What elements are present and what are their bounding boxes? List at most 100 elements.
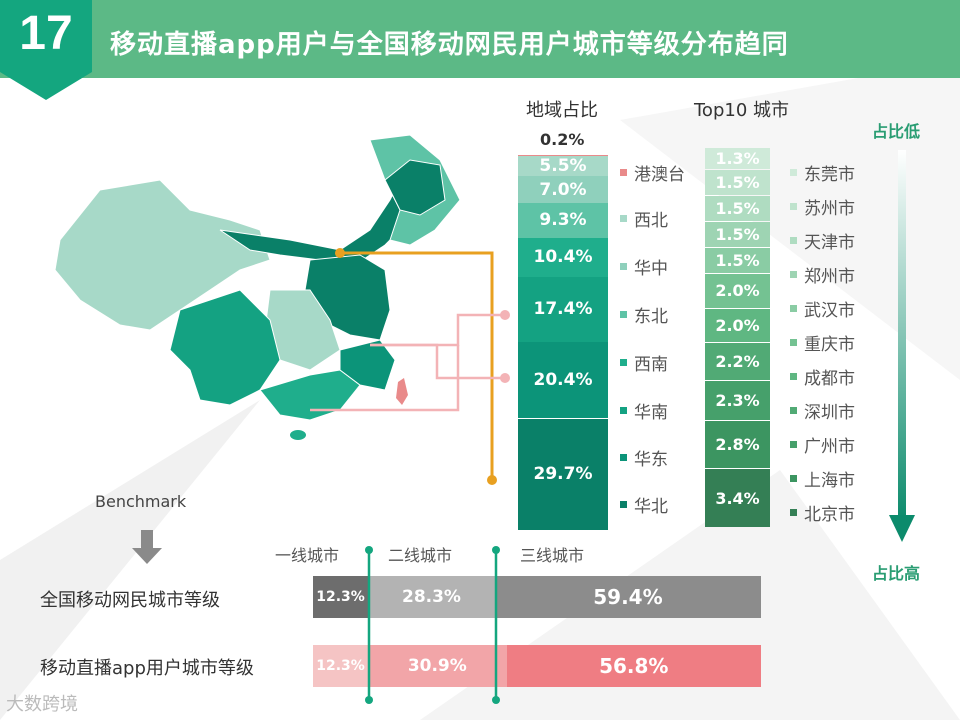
region-column-header: 地域占比	[526, 100, 598, 121]
map-region-northeast-2	[384, 159, 446, 216]
legend-swatch	[790, 305, 797, 312]
legend-text: 天津市	[804, 233, 855, 253]
region-top-value: 0.2%	[540, 130, 585, 149]
legend-swatch	[620, 359, 627, 366]
down-arrow-icon	[132, 530, 162, 564]
legend-text: 西北	[634, 211, 668, 231]
legend-swatch	[790, 169, 797, 176]
city-bar-segment: 1.5%	[705, 170, 770, 196]
legend-swatch	[790, 475, 797, 482]
legend-text: 武汉市	[804, 301, 855, 321]
region-legend-item: 港澳台	[620, 160, 685, 185]
region-legend-item: 西北	[620, 206, 668, 231]
city-bar-segment: 2.0%	[705, 274, 770, 308]
city-bar-segment: 2.3%	[705, 381, 770, 420]
legend-text: 东莞市	[804, 165, 855, 185]
benchmark-bar-segment: 30.9%	[368, 645, 507, 687]
region-bar-segment: 29.7%	[518, 418, 608, 530]
benchmark-bar-segment: 12.3%	[313, 645, 369, 687]
benchmark-label: Benchmark	[95, 492, 187, 511]
map-region-northwest	[54, 179, 271, 331]
benchmark-bar-segment: 12.3%	[313, 576, 369, 618]
legend-text: 华中	[634, 259, 668, 279]
arrow-bottom-label: 占比高	[872, 564, 921, 583]
legend-text: 华南	[634, 403, 668, 423]
benchmark-bar-segment: 28.3%	[368, 576, 495, 618]
region-legend-item: 华中	[620, 254, 668, 279]
region-bar-segment: 17.4%	[518, 276, 608, 342]
legend-swatch	[790, 373, 797, 380]
region-bar-segment: 20.4%	[518, 341, 608, 419]
region-legend-item: 西南	[620, 350, 668, 375]
legend-swatch	[620, 311, 627, 318]
city-bar-segment: 2.0%	[705, 308, 770, 343]
city-legend-item: 深圳市	[790, 398, 855, 423]
benchmark-bar-segment: 56.8%	[506, 645, 761, 687]
legend-swatch	[620, 501, 627, 508]
tier3-header: 三线城市	[520, 546, 585, 565]
map-region-taiwan	[396, 378, 408, 405]
legend-swatch	[790, 271, 797, 278]
region-legend-item: 华东	[620, 445, 668, 470]
city-legend-item: 广州市	[790, 432, 855, 457]
page-title: 移动直播app用户与全国移动网民用户城市等级分布趋同	[110, 30, 789, 60]
city-legend-item: 天津市	[790, 228, 855, 253]
city-bar-segment: 1.3%	[705, 148, 770, 170]
legend-text: 港澳台	[634, 165, 685, 185]
legend-text: 上海市	[804, 471, 855, 491]
legend-swatch	[620, 407, 627, 414]
legend-text: 深圳市	[804, 403, 855, 423]
city-legend-item: 成都市	[790, 364, 855, 389]
legend-swatch	[790, 203, 797, 210]
map-region-south	[259, 369, 361, 421]
legend-text: 重庆市	[804, 335, 855, 355]
city-legend-item: 郑州市	[790, 262, 855, 287]
city-bar-segment: 1.5%	[705, 196, 770, 222]
city-bar-segment: 1.5%	[705, 248, 770, 274]
row2-label: 移动直播app用户城市等级	[40, 658, 254, 679]
slide-number: 17	[19, 7, 73, 60]
region-legend-item: 华南	[620, 398, 668, 423]
city-bar-segment: 1.5%	[705, 222, 770, 248]
benchmark-bar-segment: 59.4%	[494, 576, 761, 618]
region-bar-segment: 5.5%	[518, 155, 608, 177]
legend-swatch	[620, 263, 627, 270]
city-bar-segment: 2.8%	[705, 420, 770, 469]
map-region-hainan	[290, 430, 306, 440]
watermark: 大数跨境	[6, 694, 78, 715]
legend-swatch	[790, 509, 797, 516]
map-region-southwest	[169, 289, 281, 406]
city-legend-item: 北京市	[790, 500, 855, 525]
region-legend-item: 华北	[620, 492, 668, 517]
legend-text: 东北	[634, 307, 668, 327]
region-legend-item: 东北	[620, 302, 668, 327]
legend-swatch	[790, 339, 797, 346]
legend-swatch	[620, 169, 627, 176]
tier1-header: 一线城市	[275, 546, 340, 565]
region-bar-segment: 9.3%	[518, 202, 608, 238]
city-bar-segment: 3.4%	[705, 469, 770, 527]
city-legend-item: 上海市	[790, 466, 855, 491]
legend-swatch	[790, 407, 797, 414]
legend-text: 郑州市	[804, 267, 855, 287]
row1-label: 全国移动网民城市等级	[40, 590, 220, 611]
legend-text: 北京市	[804, 505, 855, 525]
legend-text: 苏州市	[804, 199, 855, 219]
city-bar-segment: 2.2%	[705, 343, 770, 381]
region-bar-segment: 7.0%	[518, 176, 608, 203]
tier2-header: 二线城市	[388, 546, 453, 565]
legend-text: 成都市	[804, 369, 855, 389]
city-legend-item: 重庆市	[790, 330, 855, 355]
top10-column-header: Top10 城市	[694, 100, 790, 121]
legend-swatch	[620, 454, 627, 461]
china-map	[54, 134, 461, 440]
legend-text: 西南	[634, 355, 668, 375]
city-legend-item: 东莞市	[790, 160, 855, 185]
city-legend-item: 武汉市	[790, 296, 855, 321]
legend-text: 广州市	[804, 437, 855, 457]
down-arrow-icon	[889, 150, 915, 542]
legend-swatch	[620, 215, 627, 222]
region-bar-segment: 10.4%	[518, 237, 608, 277]
header-bar	[0, 0, 960, 78]
legend-swatch	[790, 441, 797, 448]
